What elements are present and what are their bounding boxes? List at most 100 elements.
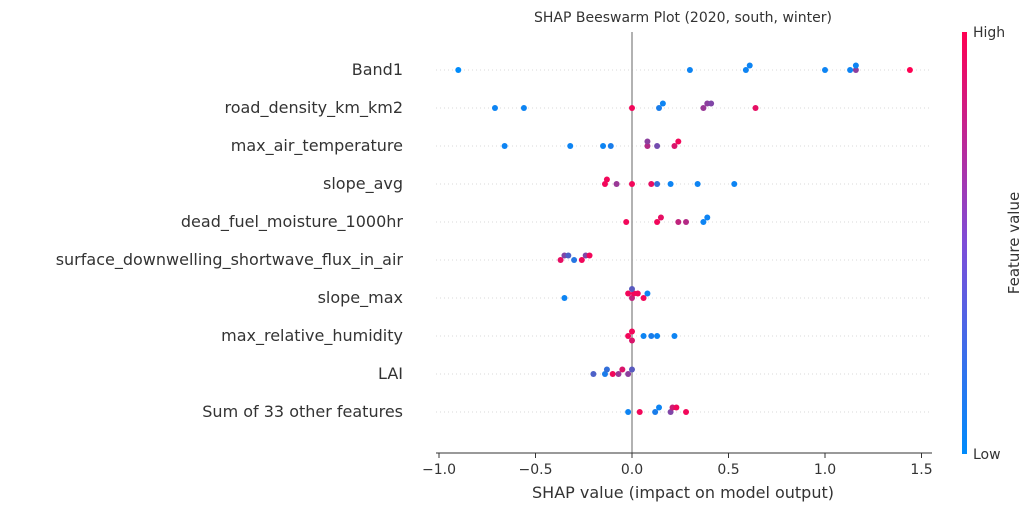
shap-point — [557, 257, 564, 263]
feature-labels: Band1 road_density_km_km2 max_air_temperat… — [56, 60, 404, 421]
shap-point — [742, 67, 749, 73]
shap-point — [675, 219, 682, 225]
feature-label: road_density_km_km2 — [224, 98, 403, 118]
shap-point — [615, 371, 622, 377]
points-layer — [455, 62, 913, 415]
shap-point — [571, 257, 578, 263]
feature-label: max_air_temperature — [231, 136, 403, 156]
shap-point — [648, 181, 655, 187]
shap-point — [640, 333, 647, 339]
shap-point — [822, 67, 828, 73]
shap-point — [609, 371, 616, 377]
shap-point — [603, 366, 610, 373]
shap-point — [654, 181, 661, 187]
shap-point — [652, 409, 659, 415]
shap-point — [700, 105, 707, 111]
colorbar — [962, 32, 967, 454]
shap-point — [565, 252, 572, 259]
shap-point — [629, 337, 635, 344]
shap-point — [520, 105, 527, 111]
shap-point — [603, 176, 610, 183]
shap-point — [600, 143, 607, 149]
shap-point — [673, 404, 680, 411]
shap-point — [601, 371, 608, 377]
shap-point — [667, 409, 674, 415]
shap-point — [590, 371, 597, 377]
shap-point — [648, 333, 655, 339]
shap-point — [656, 404, 663, 411]
shap-point — [654, 219, 661, 225]
shap-point — [686, 67, 693, 73]
x-tick-label: 1.0 — [814, 462, 836, 478]
feature-label: surface_downwelling_shortwave_flux_in_ai… — [56, 250, 404, 270]
shap-point — [671, 143, 678, 149]
shap-point — [731, 181, 738, 187]
feature-label: dead_fuel_moisture_1000hr — [181, 212, 404, 232]
shap-point — [578, 257, 585, 263]
x-tick-label: −0.5 — [519, 462, 553, 478]
shap-point — [694, 181, 701, 187]
colorbar-title: Feature value — [1005, 192, 1023, 294]
shap-point — [683, 409, 690, 415]
x-tick-label: −1.0 — [422, 462, 456, 478]
shap-point — [601, 181, 608, 187]
shap-point — [625, 333, 632, 339]
shap-point — [491, 105, 498, 111]
shap-point — [746, 62, 753, 69]
x-axis-label: SHAP value (impact on model output) — [532, 483, 834, 502]
shap-point — [619, 366, 626, 373]
shap-point — [906, 67, 913, 73]
shap-point — [852, 67, 859, 73]
shap-point — [667, 181, 674, 187]
shap-point — [657, 214, 664, 221]
shap-point — [629, 286, 635, 292]
shap-point — [625, 290, 632, 297]
shap-point — [561, 295, 568, 301]
shap-point — [636, 409, 643, 415]
shap-point — [640, 295, 647, 301]
shap-point — [659, 100, 666, 107]
shap-point — [656, 105, 663, 111]
shap-point — [644, 143, 651, 149]
shap-point — [847, 67, 854, 73]
feature-label: Band1 — [352, 60, 403, 79]
shap-point — [644, 290, 651, 297]
shap-point — [752, 105, 759, 111]
shap-point — [654, 333, 661, 339]
colorbar-low-label: Low — [973, 447, 1001, 463]
shap-point — [675, 138, 682, 145]
shap-point — [700, 219, 707, 225]
feature-label: slope_max — [318, 288, 403, 308]
shap-point — [629, 328, 635, 335]
shap-point — [501, 143, 508, 149]
shap-point — [683, 219, 690, 225]
shap-point — [654, 143, 661, 149]
feature-label: max_relative_humidity — [221, 326, 403, 346]
shap-point — [567, 143, 574, 149]
colorbar-high-label: High — [973, 25, 1005, 41]
shap-point — [623, 219, 630, 225]
feature-label: Sum of 33 other features — [202, 402, 403, 421]
chart-title: SHAP Beeswarm Plot (2020, south, winter) — [534, 10, 832, 26]
feature-gridlines — [436, 69, 932, 413]
shap-point — [455, 67, 462, 73]
shap-point — [629, 366, 635, 373]
shap-point — [629, 105, 635, 111]
shap-point — [625, 371, 632, 377]
feature-label: slope_avg — [323, 174, 403, 194]
shap-point — [607, 143, 614, 149]
shap-point — [613, 181, 620, 187]
x-tick-label: 0.0 — [621, 462, 643, 478]
x-axis-ticks: −1.0 −0.5 0.0 0.5 1.0 1.5 — [422, 453, 933, 478]
shap-point — [586, 252, 593, 259]
shap-point — [671, 333, 678, 339]
x-tick-label: 0.5 — [717, 462, 739, 478]
shap-point — [634, 290, 641, 297]
feature-label: LAI — [378, 364, 403, 383]
shap-point — [629, 181, 635, 187]
x-tick-label: 1.5 — [910, 462, 932, 478]
shap-point — [852, 62, 859, 69]
shap-point — [629, 295, 635, 301]
shap-point — [704, 214, 711, 221]
